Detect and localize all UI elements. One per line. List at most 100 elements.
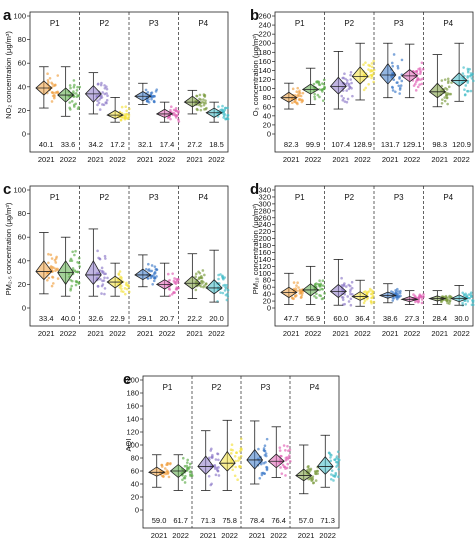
- data-point: [68, 84, 72, 87]
- data-point: [263, 472, 266, 475]
- violin-body: [351, 291, 369, 301]
- data-point: [263, 453, 267, 457]
- year-label: 2022: [60, 155, 77, 164]
- data-point: [77, 281, 81, 285]
- mean-label: 107.4: [331, 140, 350, 149]
- data-point: [330, 473, 333, 476]
- data-point: [309, 467, 313, 471]
- data-point: [445, 93, 449, 97]
- data-point: [291, 87, 295, 91]
- data-point: [422, 295, 425, 299]
- mean-label: 17.4: [160, 140, 175, 149]
- year-label: 2022: [208, 329, 225, 338]
- data-point: [199, 98, 203, 101]
- y-tick-label: 80: [18, 209, 26, 218]
- data-point: [200, 276, 204, 280]
- violin-body: [351, 66, 369, 85]
- violin-group: 128.9 2022: [351, 42, 376, 164]
- data-point: [294, 287, 298, 290]
- data-point: [101, 91, 104, 94]
- data-point: [188, 462, 192, 466]
- data-point: [224, 285, 227, 289]
- data-point: [284, 458, 288, 462]
- data-point: [398, 86, 402, 90]
- data-point: [392, 53, 396, 56]
- year-label: 2022: [109, 155, 126, 164]
- data-point: [349, 292, 352, 296]
- violin-body: [379, 62, 397, 85]
- period-label: P1: [163, 383, 173, 392]
- y-axis-title: PM₁₀ concentration (μg/m³): [251, 203, 260, 294]
- y-tick-label: 0: [22, 304, 26, 313]
- mean-label: 56.9: [306, 314, 321, 323]
- violin-body: [183, 275, 201, 290]
- data-point: [177, 286, 180, 290]
- data-point: [464, 303, 468, 306]
- data-point: [390, 61, 394, 65]
- data-point: [104, 257, 107, 260]
- data-point: [52, 266, 55, 270]
- data-point: [202, 285, 205, 289]
- data-point: [280, 472, 284, 475]
- mean-label: 32.1: [138, 140, 153, 149]
- data-point: [394, 90, 397, 94]
- mean-label: 129.1: [403, 140, 422, 149]
- y-tick-label: 60: [263, 102, 271, 111]
- data-point: [240, 447, 243, 451]
- panel-d: d 020406080100120140160180200220240260280…: [250, 181, 475, 338]
- data-point: [197, 277, 201, 281]
- data-point: [440, 102, 444, 105]
- data-point: [51, 94, 55, 98]
- data-point: [420, 298, 424, 301]
- data-point: [103, 84, 106, 87]
- violin-group: 99.9 2022: [301, 67, 326, 164]
- data-point: [52, 282, 55, 285]
- data-point: [313, 97, 317, 101]
- violin-group: 75.8 2022: [218, 419, 243, 540]
- data-point: [203, 108, 206, 111]
- y-tick-label: 20: [18, 106, 26, 115]
- y-tick-label: 100: [258, 269, 271, 278]
- data-point: [323, 292, 326, 295]
- data-point: [234, 459, 237, 463]
- data-point: [448, 300, 452, 303]
- data-point: [328, 451, 331, 455]
- data-point: [262, 461, 266, 465]
- data-point: [149, 276, 153, 280]
- data-point: [96, 103, 99, 107]
- data-point: [300, 295, 303, 299]
- data-point: [298, 289, 301, 293]
- y-tick-label: 100: [258, 84, 271, 93]
- violin-body: [450, 72, 468, 87]
- data-point: [349, 303, 353, 307]
- data-point: [398, 75, 401, 79]
- data-point: [127, 115, 131, 118]
- data-point: [207, 474, 211, 478]
- year-label: 2022: [60, 329, 77, 338]
- data-point: [199, 280, 203, 283]
- data-point: [311, 475, 315, 478]
- data-point: [372, 72, 375, 75]
- data-point: [127, 290, 131, 294]
- data-point: [318, 283, 321, 287]
- data-point: [225, 284, 228, 287]
- data-point: [392, 78, 396, 82]
- data-point: [468, 67, 471, 71]
- data-point: [265, 467, 269, 471]
- violin-group: 98.3 2021: [428, 54, 453, 164]
- data-point: [396, 290, 400, 293]
- data-point: [188, 470, 192, 474]
- data-point: [322, 87, 326, 91]
- data-point: [370, 69, 373, 73]
- data-point: [467, 293, 471, 296]
- data-point: [50, 100, 54, 103]
- data-point: [149, 91, 153, 95]
- y-tick-label: 320: [258, 192, 271, 201]
- data-point: [120, 115, 124, 119]
- panel-letter: d: [250, 181, 259, 198]
- data-point: [284, 474, 287, 477]
- year-label: 2021: [87, 329, 104, 338]
- data-point: [96, 285, 100, 288]
- data-point: [145, 99, 149, 103]
